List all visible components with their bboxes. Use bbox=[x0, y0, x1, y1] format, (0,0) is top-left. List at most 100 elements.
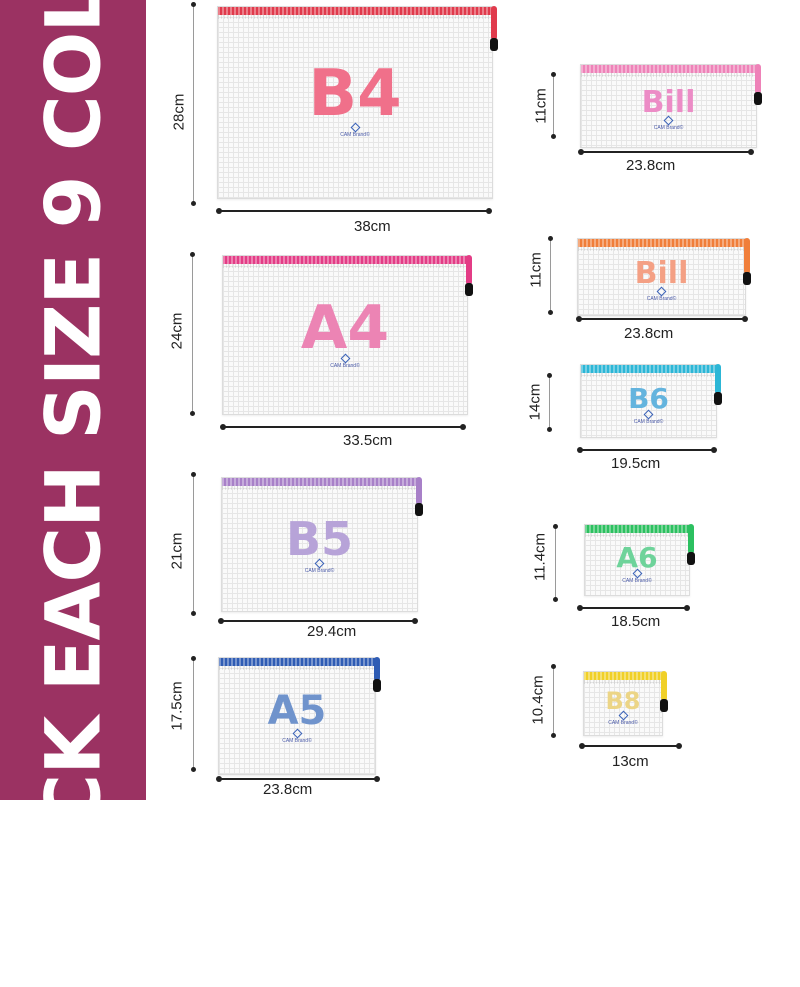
height-dimension-label: 21cm bbox=[168, 532, 186, 570]
pouch-size-label: A5 bbox=[267, 688, 327, 734]
brand-logo-icon bbox=[632, 568, 642, 579]
height-dimension-label: 11cm bbox=[527, 252, 545, 288]
brand-logo: CAM Brand© bbox=[223, 353, 467, 369]
zipper bbox=[585, 525, 689, 533]
zipper-teeth bbox=[581, 373, 716, 377]
zipper bbox=[223, 256, 467, 264]
brand-logo: CAM Brand© bbox=[578, 286, 745, 302]
width-dimension-line bbox=[216, 208, 492, 214]
width-dimension-line bbox=[216, 776, 380, 782]
height-dimension-line bbox=[191, 472, 196, 616]
brand-logo-icon bbox=[292, 728, 302, 739]
pouch-a4-1: A4 CAM Brand© bbox=[222, 255, 468, 415]
pouch-b8-8: B8 CAM Brand© bbox=[583, 671, 663, 736]
height-dimension-label: 24cm bbox=[168, 312, 186, 350]
zipper-teeth bbox=[218, 15, 492, 19]
brand-logo: CAM Brand© bbox=[581, 115, 756, 131]
zipper-pull-icon bbox=[491, 6, 497, 40]
height-dimension-label: 11cm bbox=[532, 88, 550, 124]
width-dimension-line bbox=[220, 424, 466, 430]
width-dimension-line bbox=[578, 149, 754, 155]
pouch-a5-3: A5 CAM Brand© bbox=[218, 657, 376, 775]
brand-logo: CAM Brand© bbox=[581, 409, 716, 425]
zipper-pull-tip bbox=[743, 272, 751, 285]
pouch-bill-4: Bill CAM Brand© bbox=[580, 64, 757, 148]
width-dimension-label: 18.5cm bbox=[611, 613, 661, 630]
zipper bbox=[584, 672, 662, 680]
zipper-pull-tip bbox=[490, 38, 498, 51]
zipper bbox=[581, 65, 756, 73]
pouch-size-label: B8 bbox=[605, 687, 641, 715]
width-dimension-line bbox=[577, 447, 717, 453]
zipper bbox=[218, 7, 492, 15]
pouch-size-label: Bill bbox=[634, 256, 689, 291]
zipper-pull-icon bbox=[744, 238, 750, 274]
brand-text: CAM Brand© bbox=[330, 363, 360, 369]
pouch-size-label: Bill bbox=[641, 85, 696, 120]
zipper-pull-icon bbox=[416, 477, 422, 505]
zipper-teeth bbox=[222, 486, 417, 490]
zipper bbox=[578, 239, 745, 247]
brand-logo-icon bbox=[618, 710, 628, 721]
height-dimension-line bbox=[553, 524, 558, 602]
zipper-pull-icon bbox=[661, 671, 667, 701]
zipper bbox=[581, 365, 716, 373]
pouch-b6-6: B6 CAM Brand© bbox=[580, 364, 717, 438]
zipper-teeth bbox=[578, 247, 745, 251]
height-dimension-line bbox=[551, 664, 556, 738]
height-dimension-line bbox=[190, 252, 195, 416]
width-dimension-line bbox=[218, 618, 418, 624]
height-dimension-label: 17.5cm bbox=[168, 681, 186, 731]
height-dimension-line bbox=[191, 656, 196, 772]
zipper-pull-icon bbox=[755, 64, 761, 94]
width-dimension-label: 33.5cm bbox=[343, 432, 393, 449]
brand-logo-icon bbox=[656, 286, 667, 297]
brand-text: CAM Brand© bbox=[304, 568, 335, 574]
side-banner: 2PACK EACH SIZE 9 COLORS bbox=[0, 0, 146, 987]
zipper-teeth bbox=[581, 73, 756, 77]
banner-title: 2PACK EACH SIZE 9 COLORS bbox=[28, 0, 118, 987]
height-dimension-label: 28cm bbox=[170, 93, 188, 131]
pouch-size-label: A6 bbox=[616, 541, 658, 574]
width-dimension-line bbox=[577, 605, 690, 611]
height-dimension-line bbox=[548, 236, 553, 315]
brand-logo: CAM Brand© bbox=[218, 122, 492, 138]
height-dimension-line bbox=[551, 72, 556, 139]
brand-text: CAM Brand© bbox=[608, 720, 638, 726]
zipper-pull-tip bbox=[754, 92, 762, 105]
zipper-pull-icon bbox=[374, 657, 380, 681]
brand-logo-icon bbox=[340, 353, 350, 364]
brand-text: CAM Brand© bbox=[653, 125, 684, 131]
height-dimension-label: 14cm bbox=[526, 383, 544, 421]
height-dimension-label: 10.4cm bbox=[529, 675, 547, 725]
brand-text: CAM Brand© bbox=[340, 132, 370, 138]
zipper-teeth bbox=[223, 264, 467, 268]
zipper-pull-tip bbox=[714, 392, 722, 405]
zipper-pull-tip bbox=[687, 552, 695, 565]
brand-text: CAM Brand© bbox=[622, 578, 652, 584]
height-dimension-line bbox=[547, 373, 552, 432]
width-dimension-label: 13cm bbox=[612, 753, 649, 770]
zipper-pull-tip bbox=[465, 283, 473, 296]
brand-text: CAM Brand© bbox=[633, 419, 664, 425]
pouch-size-label: B4 bbox=[308, 57, 402, 131]
zipper-pull-tip bbox=[660, 699, 668, 712]
width-dimension-line bbox=[579, 743, 682, 749]
pouch-size-label: B5 bbox=[285, 512, 354, 566]
pouch-b4-0: B4 CAM Brand© bbox=[217, 6, 493, 199]
zipper-pull-icon bbox=[688, 524, 694, 554]
width-dimension-line bbox=[576, 316, 748, 322]
zipper-pull-tip bbox=[415, 503, 423, 516]
width-dimension-label: 38cm bbox=[354, 218, 391, 235]
pouch-a6-7: A6 CAM Brand© bbox=[584, 524, 690, 596]
brand-text: CAM Brand© bbox=[646, 296, 677, 302]
pouch-size-label: B6 bbox=[628, 382, 669, 415]
zipper-pull-icon bbox=[715, 364, 721, 394]
brand-logo: CAM Brand© bbox=[584, 710, 662, 726]
brand-logo: CAM Brand© bbox=[222, 558, 417, 574]
brand-text: CAM Brand© bbox=[282, 738, 312, 744]
height-dimension-line bbox=[191, 2, 196, 206]
pouch-b5-2: B5 CAM Brand© bbox=[221, 477, 418, 612]
width-dimension-label: 19.5cm bbox=[611, 455, 661, 472]
brand-logo-icon bbox=[350, 122, 360, 133]
